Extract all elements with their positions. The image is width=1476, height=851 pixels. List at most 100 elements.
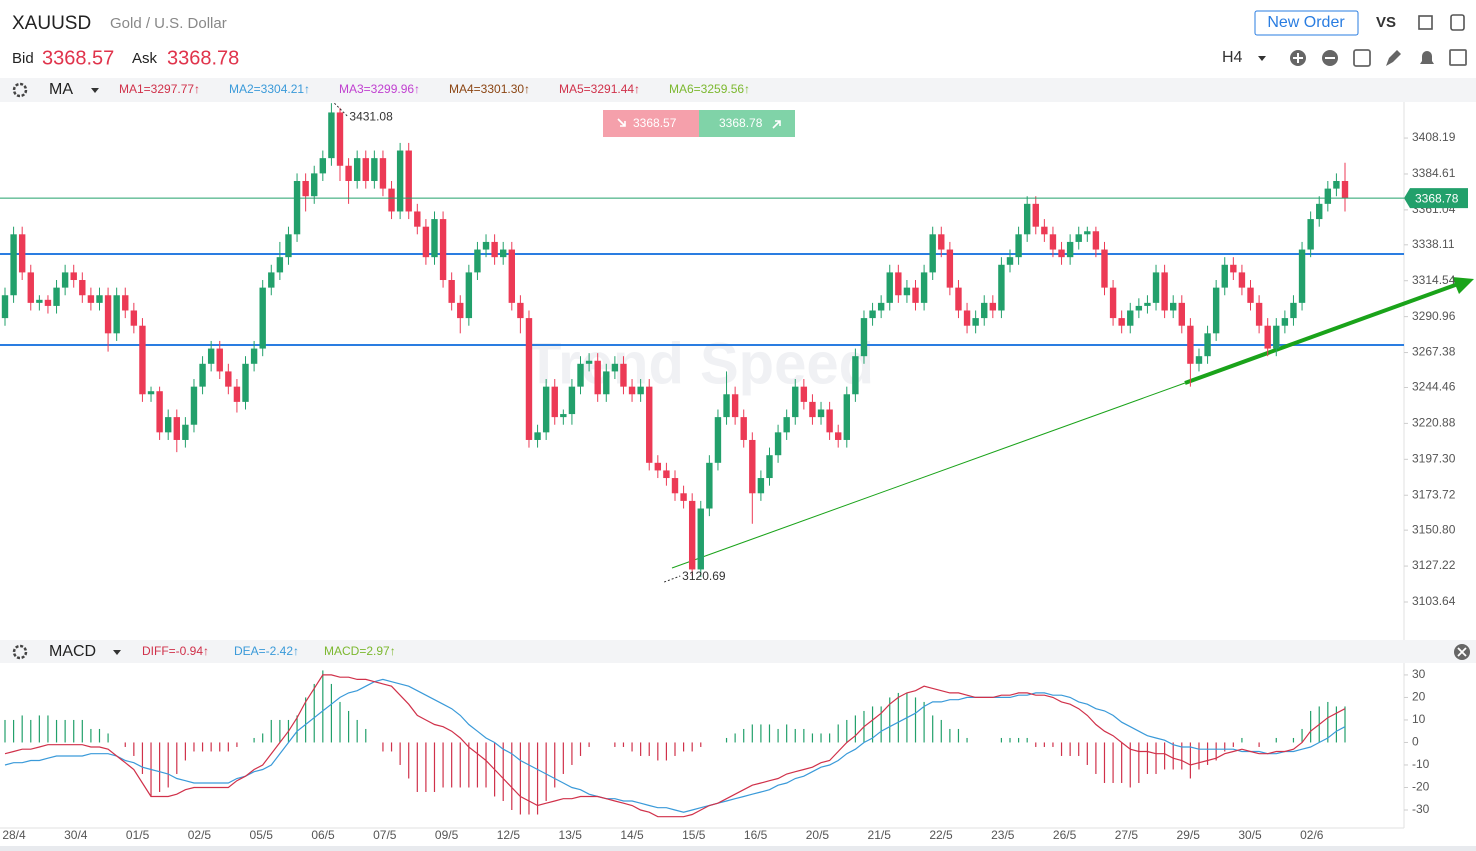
- candle-body: [233, 386, 241, 402]
- ma-label: MA4=3301.30↑: [449, 82, 530, 96]
- candle-body: [1204, 333, 1211, 357]
- candle-body: [843, 394, 850, 440]
- indicator-icon[interactable]: [1449, 49, 1467, 66]
- macd-y-tick-label: -20: [1412, 780, 1430, 794]
- candle-body: [27, 272, 34, 303]
- indicator-name[interactable]: MA: [49, 81, 73, 98]
- x-tick-label: 07/5: [373, 828, 397, 842]
- candle-body: [474, 249, 481, 273]
- sell-tag[interactable]: [603, 110, 699, 137]
- candle-body: [757, 478, 765, 494]
- candle-body: [259, 287, 266, 349]
- indicator-dropdown[interactable]: [91, 88, 99, 93]
- candle-body: [414, 211, 421, 227]
- candle-body: [448, 280, 455, 303]
- candle-body: [18, 234, 26, 273]
- candle-body: [1324, 188, 1332, 204]
- candle-body: [963, 310, 971, 326]
- y-tick-label: 3290.96: [1412, 309, 1456, 323]
- alert-icon[interactable]: [1420, 51, 1434, 64]
- candle-body: [671, 478, 679, 494]
- candle-body: [1221, 264, 1228, 288]
- candle-body: [1, 295, 9, 319]
- candle-body: [293, 180, 301, 235]
- x-tick-label: 28/4: [2, 828, 26, 842]
- new-order-button[interactable]: [1254, 10, 1359, 36]
- ask-label: Ask: [132, 50, 158, 67]
- candle-body: [1144, 302, 1151, 306]
- candle-body: [53, 287, 60, 306]
- candle-body: [1109, 287, 1117, 319]
- y-tick-label: 3314.54: [1412, 273, 1456, 287]
- candle-body: [1341, 180, 1349, 199]
- macd-settings-icon[interactable]: [12, 644, 28, 660]
- candle-body: [1118, 318, 1125, 326]
- candle-body: [1178, 302, 1185, 326]
- candle-body: [912, 287, 919, 303]
- x-tick-label: 29/5: [1177, 828, 1201, 842]
- buy-tag[interactable]: [699, 110, 795, 137]
- ma-settings-icon[interactable]: [12, 82, 28, 98]
- ma-label: MA6=3259.56↑: [669, 82, 750, 96]
- candle-body: [353, 158, 361, 181]
- candle-body: [345, 165, 352, 181]
- candle-body: [697, 508, 704, 570]
- y-tick-label: 3408.19: [1412, 130, 1456, 144]
- candle-body: [10, 234, 17, 296]
- trend-arrow-head: [1452, 277, 1474, 294]
- candle-body: [1264, 325, 1271, 349]
- candle-body: [1187, 325, 1194, 364]
- draw-icon[interactable]: [1386, 50, 1401, 66]
- macd-label: DIFF=-0.94↑: [142, 644, 209, 658]
- high-annotation: 3431.08: [349, 109, 393, 123]
- candle-body: [439, 219, 447, 281]
- buy-arrow: [772, 120, 781, 129]
- candle-body: [130, 310, 138, 326]
- candle-body: [285, 234, 292, 258]
- candle-body: [61, 272, 69, 288]
- candle-body: [731, 394, 739, 418]
- candle-body: [165, 417, 172, 433]
- ma-label: MA1=3297.77↑: [119, 82, 200, 96]
- timeframe[interactable]: H4: [1222, 49, 1243, 66]
- candle-body: [1006, 257, 1014, 265]
- candle-body: [79, 280, 86, 296]
- candle-body: [568, 386, 576, 415]
- buy-price: 3368.78: [719, 116, 763, 130]
- layout-icon[interactable]: [1450, 14, 1465, 31]
- candle-body: [104, 295, 112, 334]
- candle-body: [70, 272, 77, 281]
- candle-body: [1316, 203, 1323, 220]
- chart-type-icon[interactable]: [1353, 49, 1371, 67]
- candle-body: [36, 299, 43, 303]
- candle-body: [792, 386, 799, 418]
- x-tick-label: 14/5: [620, 828, 644, 842]
- x-tick-label: 27/5: [1115, 828, 1139, 842]
- candle-body: [182, 424, 189, 440]
- fullscreen-icon[interactable]: [1418, 15, 1433, 30]
- x-tick-label: 02/6: [1300, 828, 1324, 842]
- candle-body: [835, 432, 842, 440]
- candle-body: [465, 272, 473, 319]
- candle-body: [216, 348, 223, 372]
- candle-body: [783, 417, 790, 433]
- candle-body: [706, 462, 713, 509]
- candle-body: [328, 112, 335, 159]
- candle-body: [577, 363, 584, 387]
- candle-body: [1195, 356, 1203, 364]
- macd-dropdown[interactable]: [113, 650, 121, 655]
- candle-body: [1238, 272, 1246, 288]
- timeframe-dropdown[interactable]: [1258, 56, 1266, 61]
- candle-body: [396, 150, 404, 212]
- candle-body: [250, 348, 258, 364]
- vs-button[interactable]: VS: [1376, 14, 1396, 31]
- macd-name[interactable]: MACD: [49, 643, 96, 660]
- zoom-in-glyph: [1293, 53, 1303, 63]
- new-order-label[interactable]: New Order: [1267, 14, 1345, 31]
- macd-label: MACD=2.97↑: [324, 644, 396, 658]
- macd-y-tick-label: 0: [1412, 735, 1419, 749]
- candle-body: [1273, 325, 1280, 349]
- candle-body: [1075, 234, 1082, 242]
- candle-body: [268, 272, 275, 288]
